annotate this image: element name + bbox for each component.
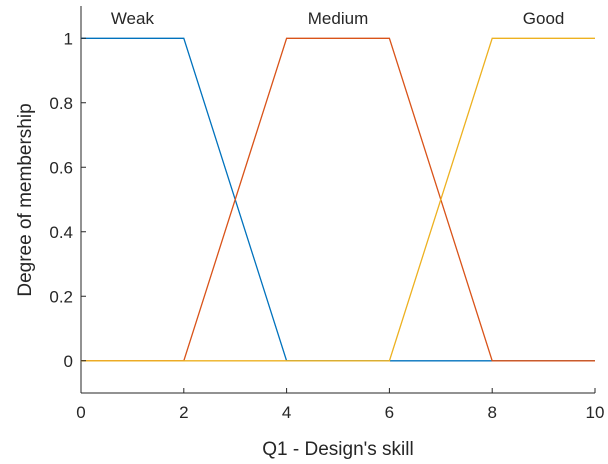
- x-axis-label: Q1 - Design's skill: [262, 439, 413, 460]
- tick-layer: 0 2 4 6 8 10 0 0.2 0.4 0.6 0.8 1: [49, 29, 604, 422]
- y-tick-label: 1: [64, 29, 73, 48]
- series-layer: [81, 37, 595, 362]
- y-tick-label: 0.8: [49, 94, 73, 113]
- annotation-layer: Weak Medium Good: [111, 9, 565, 28]
- y-tick-label: 0.2: [49, 287, 73, 306]
- x-tick-label: 0: [76, 403, 85, 422]
- plot-area: [80, 6, 595, 394]
- x-tick-label: 8: [487, 403, 496, 422]
- y-tick-label: 0.4: [49, 223, 73, 242]
- series-line-weak: [81, 37, 595, 362]
- mf-label-good: Good: [523, 9, 565, 28]
- series-line-good: [81, 37, 595, 362]
- x-tick-label: 6: [385, 403, 394, 422]
- series-line-medium: [81, 37, 595, 362]
- y-tick-label: 0.6: [49, 158, 73, 177]
- mf-label-weak: Weak: [111, 9, 155, 28]
- x-tick-label: 4: [282, 403, 291, 422]
- x-tick-label: 2: [179, 403, 188, 422]
- y-axis-label: Degree of membership: [15, 103, 36, 296]
- x-tick-label: 10: [586, 403, 605, 422]
- y-tick-label: 0: [64, 352, 73, 371]
- mf-label-medium: Medium: [308, 9, 368, 28]
